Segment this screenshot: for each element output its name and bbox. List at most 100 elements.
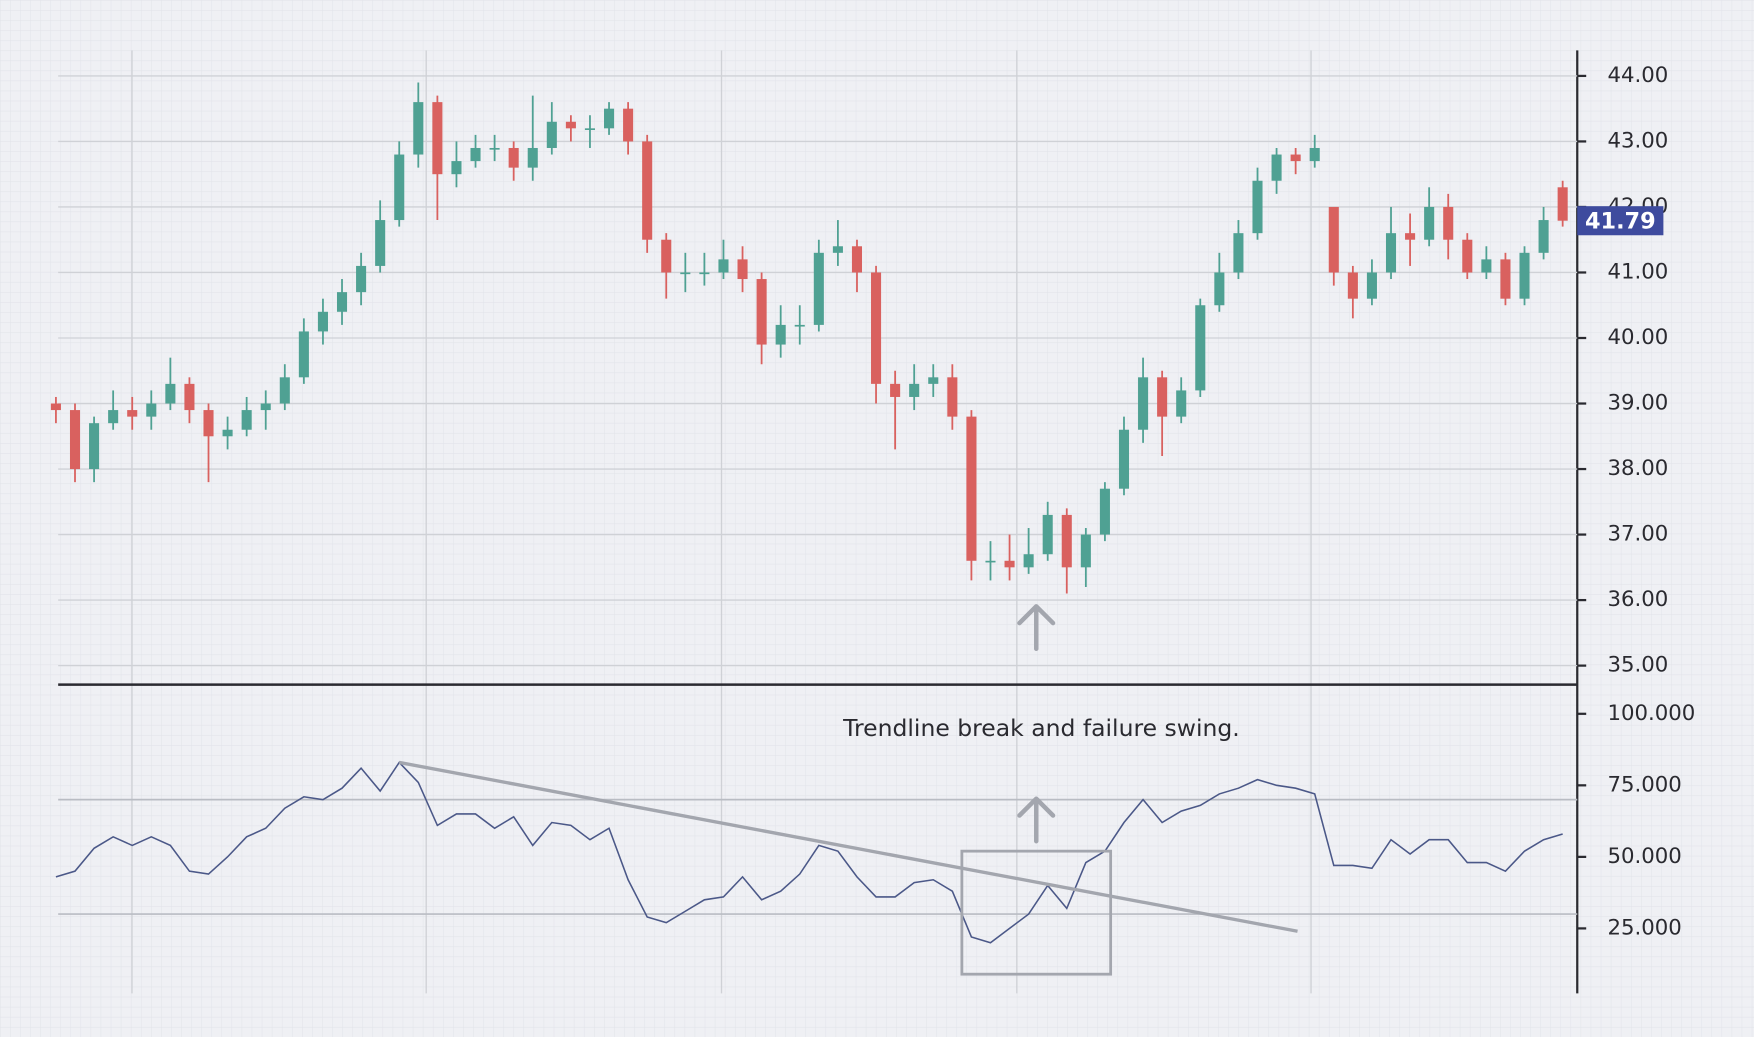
candle-body bbox=[1385, 233, 1397, 273]
last-price-label: 41.79 bbox=[1585, 208, 1656, 234]
annotation: Trendline break and failure swing. bbox=[842, 714, 1240, 742]
candle-body bbox=[317, 311, 328, 332]
y-tick-label: 75.000 bbox=[1607, 772, 1681, 797]
candle-body bbox=[279, 377, 290, 404]
candle-body bbox=[527, 147, 538, 168]
candle-body bbox=[565, 121, 576, 129]
y-tick-label: 37.00 bbox=[1607, 522, 1668, 547]
candle-body bbox=[1309, 147, 1320, 162]
candle-body bbox=[794, 324, 805, 327]
candle-body bbox=[1271, 154, 1282, 181]
candle-body bbox=[1424, 206, 1435, 240]
candle-body bbox=[1042, 514, 1053, 555]
candle-body bbox=[890, 383, 901, 397]
candle-body bbox=[718, 259, 729, 273]
candle-body bbox=[241, 410, 252, 430]
y-tick-label: 100.000 bbox=[1607, 701, 1695, 726]
candle-body bbox=[413, 102, 424, 155]
candles bbox=[50, 82, 1568, 594]
candle-body bbox=[1328, 206, 1339, 273]
candle-body bbox=[1290, 154, 1301, 162]
y-tick-label: 35.00 bbox=[1607, 653, 1668, 678]
candle-body bbox=[432, 102, 443, 175]
candle-body bbox=[470, 147, 481, 162]
candle-body bbox=[1157, 377, 1168, 417]
candle-body bbox=[851, 246, 863, 273]
candle-body bbox=[1443, 206, 1454, 240]
y-tick-label: 25.000 bbox=[1607, 915, 1681, 940]
candle-body bbox=[1176, 390, 1187, 417]
candle-body bbox=[699, 272, 710, 275]
trendline bbox=[398, 760, 1298, 933]
candle-body bbox=[508, 147, 519, 168]
candle-body bbox=[108, 410, 119, 424]
candle-body bbox=[604, 108, 615, 129]
candle-body bbox=[336, 292, 348, 312]
candle-body bbox=[642, 141, 653, 240]
candle-body bbox=[89, 423, 100, 470]
candle-body bbox=[1405, 233, 1416, 240]
y-tick-label: 41.00 bbox=[1607, 259, 1668, 284]
candle-body bbox=[1481, 259, 1492, 273]
rsi-line bbox=[55, 761, 1563, 944]
candle-body bbox=[813, 252, 824, 325]
y-tick-label: 40.00 bbox=[1607, 325, 1668, 350]
candle-body bbox=[184, 383, 195, 411]
candle-body bbox=[1214, 272, 1225, 306]
candle-body bbox=[356, 265, 367, 293]
candle-body bbox=[50, 403, 61, 411]
candle-body bbox=[394, 154, 405, 221]
candle-body bbox=[966, 416, 977, 561]
candle-body bbox=[1462, 239, 1473, 273]
candle-body bbox=[1118, 429, 1130, 489]
candle-body bbox=[69, 410, 81, 470]
y-tick-label: 44.00 bbox=[1607, 63, 1668, 88]
y-tick-label: 36.00 bbox=[1607, 587, 1668, 612]
candle-body bbox=[909, 383, 920, 397]
arrow bbox=[1017, 604, 1056, 652]
candle-body bbox=[375, 220, 386, 266]
candle-body bbox=[1138, 377, 1149, 430]
candle-body bbox=[985, 560, 996, 563]
y-tick-label: 39.00 bbox=[1607, 391, 1668, 416]
candle-body bbox=[146, 403, 157, 417]
candle-body bbox=[623, 108, 634, 142]
candle-body bbox=[1557, 187, 1568, 221]
candle-body bbox=[832, 246, 843, 253]
candle-body bbox=[1080, 534, 1091, 568]
candle-body bbox=[584, 128, 595, 131]
y-tick-label: 43.00 bbox=[1607, 128, 1668, 153]
candle-body bbox=[928, 377, 939, 384]
last-price-tag bbox=[1577, 206, 1664, 236]
highlight-box bbox=[960, 849, 1113, 976]
candle-body bbox=[1099, 488, 1110, 535]
candle-body bbox=[451, 161, 462, 175]
candle-body bbox=[1233, 233, 1244, 273]
candle-body bbox=[871, 272, 882, 384]
candle-body bbox=[1519, 252, 1530, 299]
candle-body bbox=[947, 377, 958, 417]
arrow bbox=[1017, 796, 1056, 844]
candle-body bbox=[756, 279, 767, 345]
candle-body bbox=[127, 410, 138, 417]
candle-body bbox=[1061, 514, 1072, 568]
candle-body bbox=[546, 121, 557, 148]
candle-body bbox=[298, 331, 309, 378]
candle-body bbox=[1347, 272, 1358, 299]
candle-body bbox=[260, 403, 271, 411]
candle-body bbox=[165, 383, 176, 404]
candle-body bbox=[222, 429, 233, 437]
candle-body bbox=[661, 239, 672, 273]
candle-body bbox=[1366, 272, 1377, 299]
candle-body bbox=[775, 324, 786, 345]
candle-body bbox=[1004, 560, 1015, 568]
candle-body bbox=[737, 259, 748, 280]
candle-body bbox=[680, 272, 691, 275]
candle-body bbox=[1252, 180, 1263, 234]
candle-body bbox=[1538, 220, 1549, 253]
candle-body bbox=[1195, 305, 1206, 391]
y-tick-label: 38.00 bbox=[1607, 456, 1668, 481]
